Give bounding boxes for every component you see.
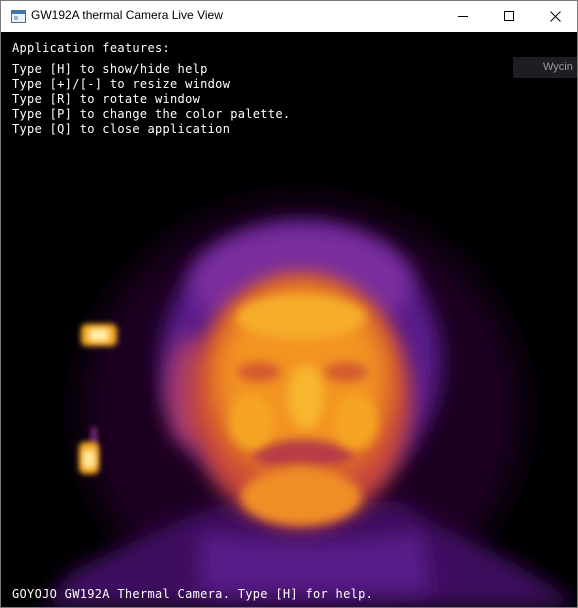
status-footer: GOYOJO GW192A Thermal Camera. Type [H] f…	[12, 587, 374, 601]
help-overlay: Application features: Type [H] to show/h…	[12, 41, 290, 137]
minimize-button[interactable]	[440, 1, 486, 32]
help-line: Type [Q] to close application	[12, 122, 231, 136]
background-window-fragment: Wycin	[513, 57, 577, 78]
close-icon	[550, 11, 561, 22]
thermal-image	[41, 202, 577, 607]
thermal-camera-view[interactable]: Wycin Application features: Type [H] to …	[1, 32, 577, 607]
app-window-icon[interactable]	[11, 10, 26, 23]
help-line: Type [P] to change the color palette.	[12, 107, 291, 121]
help-line: Type [R] to rotate window	[12, 92, 201, 106]
close-button[interactable]	[532, 1, 577, 32]
window-title: GW192A thermal Camera Live View	[31, 8, 223, 22]
maximize-button[interactable]	[486, 1, 532, 32]
help-line: Type [H] to show/hide help	[12, 62, 208, 76]
title-bar[interactable]: GW192A thermal Camera Live View	[1, 1, 577, 32]
help-header: Application features:	[12, 41, 171, 55]
help-line: Type [+]/[-] to resize window	[12, 77, 231, 91]
